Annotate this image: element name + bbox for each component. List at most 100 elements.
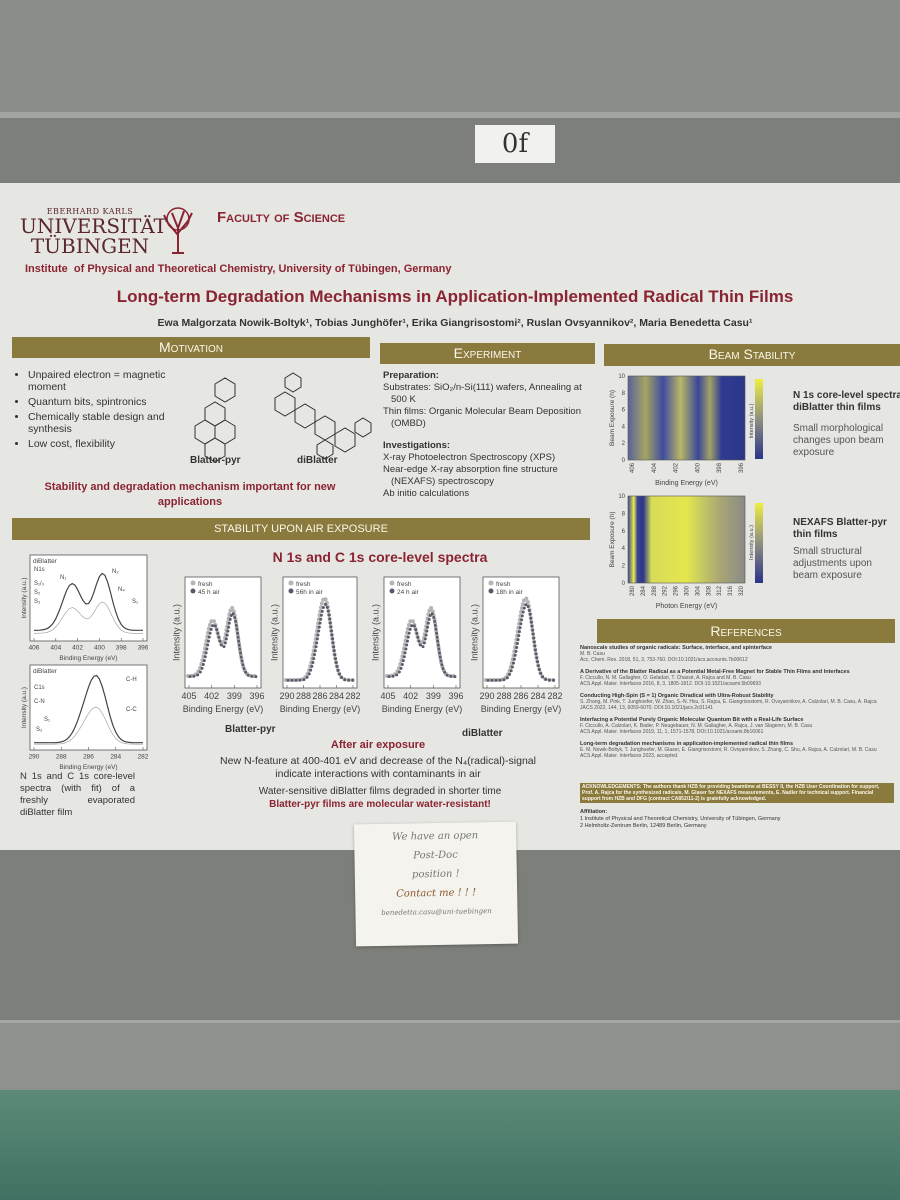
group-label: diBlatter xyxy=(462,728,503,739)
legend-symbol xyxy=(488,580,494,586)
subheading: Investigations: xyxy=(383,440,451,451)
subheading: Preparation: xyxy=(383,370,439,381)
x-tick-label: 404 xyxy=(652,462,658,473)
x-tick-label: 400 xyxy=(695,462,701,473)
spectrum-dots xyxy=(387,610,459,679)
x-tick-label: 405 xyxy=(181,691,196,701)
wall-frame xyxy=(0,1020,900,1093)
x-tick-label: 286 xyxy=(83,754,94,761)
plot-frame xyxy=(184,576,262,689)
finding: Blatter-pyr films are molecular water-re… xyxy=(269,799,491,810)
legend-label: 45 h air xyxy=(198,589,221,596)
reference: Nanoscale studies of organic radicals: S… xyxy=(580,645,892,663)
list-item: X-ray Photoelectron Spectroscopy (XPS) xyxy=(383,452,556,463)
note-line: benedetta.casu@uni-tuebingen xyxy=(381,907,492,917)
colorbar-label: Intensity (a.u.) xyxy=(749,525,755,560)
plot-frame xyxy=(627,495,746,584)
x-tick-label: 402 xyxy=(674,462,680,473)
x-tick-label: 316 xyxy=(728,585,734,596)
reference-source: JACS 2022, 144, 13, 6059-6070. DOI:10.10… xyxy=(580,705,714,711)
list-item: Near-edge X-ray absorption fine structur… xyxy=(383,464,558,487)
reference-authors: F. Ciccullo, A. Calzolari, K. Bader, P. … xyxy=(580,723,813,729)
reference-source: ACS Appl. Mater. Interfaces 2023, accept… xyxy=(580,753,679,759)
y-tick-label: 6 xyxy=(622,529,626,535)
peak-label: C1s xyxy=(34,685,45,691)
university-seal xyxy=(163,207,193,254)
x-tick-label: 296 xyxy=(674,585,680,596)
y-axis-label: Beam Exposure (h) xyxy=(609,390,616,446)
x-tick-label: 300 xyxy=(685,585,691,596)
logo-line: EBERHARD KARLS xyxy=(46,207,134,216)
spectrum-curve xyxy=(34,572,143,631)
x-tick-label: 406 xyxy=(630,462,636,473)
figure-caption: N 1s and C 1s core-level spectra (with f… xyxy=(20,771,135,818)
affiliation: 1 Institute of Physical and Theoretical … xyxy=(580,816,781,822)
section-heading: Beam Stability xyxy=(604,344,900,366)
x-tick-label: 404 xyxy=(50,645,61,652)
molecule-label: diBlatter xyxy=(297,455,338,466)
x-tick-label: 312 xyxy=(717,585,723,596)
list-item: Substrates: SiO₂/n-Si(111) wafers, Annea… xyxy=(383,382,582,405)
bullet: Low cost, flexibility xyxy=(28,438,193,450)
reference-authors: E. M. Nowik-Boltyk, T. Junghoefer, M. Gl… xyxy=(580,747,877,753)
x-tick-label: 288 xyxy=(296,691,311,701)
bullet: Chemically stable design and synthesis xyxy=(28,411,193,435)
y-axis-label: Intensity (a.u.) xyxy=(371,604,381,661)
peak-label: N1s xyxy=(34,567,45,573)
colorbar-label: Intensity (a.u.) xyxy=(749,403,755,438)
reference-title: A Derivative of the Blatter Radical as a… xyxy=(580,669,850,675)
x-tick-label: 396 xyxy=(448,691,463,701)
x-tick-label: 290 xyxy=(29,754,40,761)
legend-symbol xyxy=(488,588,494,594)
y-axis-label: Intensity (a.u.) xyxy=(172,604,182,661)
x-tick-label: 286 xyxy=(513,691,528,701)
y-tick-label: 0 xyxy=(622,581,626,587)
motivation-list: Unpaired electron = magnetic moment Quant… xyxy=(14,369,193,453)
x-tick-label: 400 xyxy=(94,645,105,652)
legend-symbol xyxy=(389,588,395,594)
legend-symbol xyxy=(190,580,196,586)
reference-source: ACS Appl. Mater. Interfaces 2016, 8, 3, … xyxy=(580,681,761,687)
section-heading: Motivation xyxy=(12,337,370,358)
y-tick-label: 8 xyxy=(622,511,626,517)
peak-label: S₂ xyxy=(34,590,41,596)
spectrum-dots xyxy=(188,610,260,679)
logo-line: UNIVERSITÄT xyxy=(20,214,167,238)
x-tick-label: 398 xyxy=(717,462,723,473)
reference: Interfacing a Potential Purely Organic M… xyxy=(580,717,892,735)
y-axis-label: Intensity (a.u.) xyxy=(21,577,28,618)
y-tick-label: 0 xyxy=(622,458,626,464)
room-tag: 0f xyxy=(475,125,555,163)
x-axis-label: Binding Energy (eV) xyxy=(280,704,361,714)
x-tick-label: 402 xyxy=(403,691,418,701)
plot-frame xyxy=(383,576,461,689)
x-axis-label: Binding Energy (eV) xyxy=(59,655,117,662)
x-tick-label: 286 xyxy=(312,691,327,701)
reference-title: Long-term degradation mechanisms in appl… xyxy=(580,741,794,747)
y-tick-label: 10 xyxy=(618,494,625,500)
legend-symbol xyxy=(389,580,395,586)
wall-rail xyxy=(0,112,900,118)
peak-label: S₃ xyxy=(34,599,41,605)
x-tick-label: 304 xyxy=(695,585,701,596)
peak-label: N₂ xyxy=(112,569,119,575)
x-tick-label: 282 xyxy=(547,691,562,701)
y-tick-label: 2 xyxy=(622,441,626,447)
x-axis-label: Binding Energy (eV) xyxy=(655,480,718,487)
reference: Long-term degradation mechanisms in appl… xyxy=(580,741,892,759)
reference: Conducting High-Spin (S = 1) Organic Dir… xyxy=(580,693,892,711)
legend-label: 24 h air xyxy=(397,589,420,596)
motivation-conclusion: Stability and degradation mechanism impo… xyxy=(44,481,336,508)
colorbar xyxy=(755,503,763,583)
x-tick-label: 290 xyxy=(479,691,494,701)
x-tick-label: 280 xyxy=(630,585,636,596)
x-tick-label: 284 xyxy=(329,691,344,701)
section-heading: STABILITY UPON AIR EXPOSURE xyxy=(12,518,590,540)
subheading: Affiliation: xyxy=(580,809,608,815)
poster-title: Long-term Degradation Mechanisms in Appl… xyxy=(116,287,794,306)
section-heading: References xyxy=(597,619,895,643)
affiliations: Affiliation: 1 Institute of Physical and… xyxy=(580,809,892,830)
colorbar xyxy=(755,379,763,459)
beam-title: N 1s core-level spectra diBlatter thin f… xyxy=(793,390,900,413)
spectrum-dots xyxy=(486,602,558,682)
